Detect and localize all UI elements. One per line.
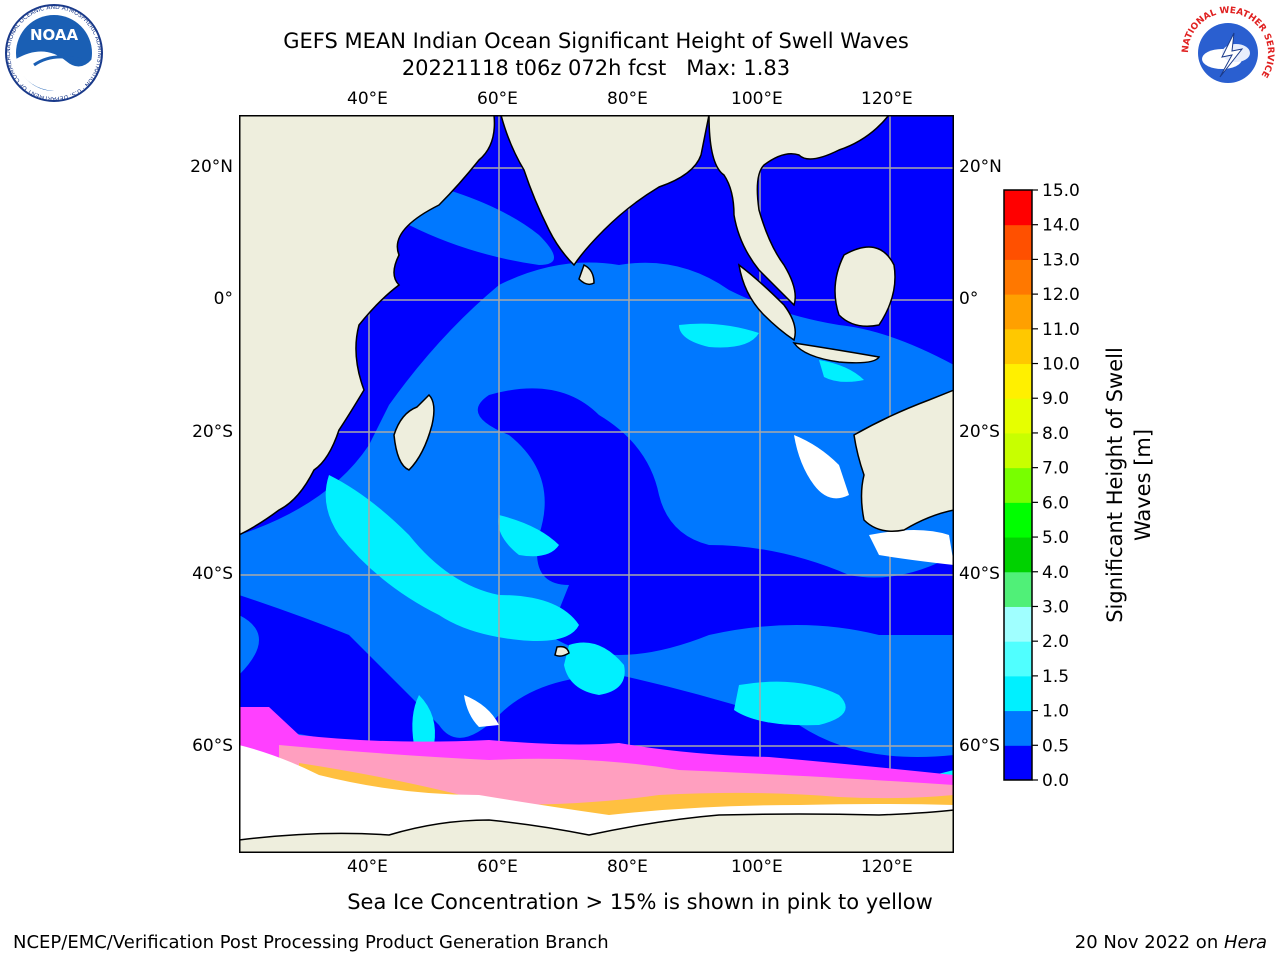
colorbar-tick-label: 11.0 <box>1042 320 1080 340</box>
colorbar-tick-label: 7.0 <box>1042 459 1069 479</box>
java-landmass <box>792 341 881 364</box>
colorbar-segment <box>1004 259 1032 295</box>
colorbar-tick-label: 14.0 <box>1042 216 1080 236</box>
lat-tick-label-left: 60°S <box>192 736 233 756</box>
lat-tick-label-left: 40°S <box>192 564 233 584</box>
sri-lanka-landmass <box>578 263 595 286</box>
lon-tick-label-top: 100°E <box>731 89 783 109</box>
africa-landmass <box>239 115 496 536</box>
australia-landmass <box>853 389 954 532</box>
colorbar-border <box>1003 189 1033 781</box>
colorbar-segment <box>1004 467 1032 503</box>
sumatra-landmass <box>737 263 796 342</box>
no-data-region <box>869 530 954 565</box>
lon-tick-label-bottom: 100°E <box>731 857 783 877</box>
lat-tick-label-left: 20°S <box>192 422 233 442</box>
lat-tick-label-right: 20°S <box>959 422 1000 442</box>
colorbar-segment <box>1004 710 1032 746</box>
lat-tick-label-left: 0° <box>213 289 233 309</box>
swell-field-1.0-1.5 <box>412 695 435 745</box>
colorbar-tick-label: 13.0 <box>1042 250 1080 270</box>
colorbar-tick-label: 8.0 <box>1042 424 1069 444</box>
colorbar-segment <box>1004 675 1032 712</box>
swell-field-1.0-1.5 <box>679 323 759 348</box>
colorbar-segment <box>1004 606 1032 642</box>
antarctica-landmass <box>239 809 954 853</box>
colorbar-tick-label: 0.0 <box>1042 771 1069 790</box>
lon-tick-label-bottom: 80°E <box>607 857 648 877</box>
map-subtitle: 20221118 t06z 072h fcst Max: 1.83 <box>401 56 791 80</box>
land-masses <box>239 115 954 853</box>
colorbar-segment <box>1004 224 1032 260</box>
noaa-logo: NOAA NATIONAL OCEANIC AND ATMOSPHERIC AD… <box>4 3 103 102</box>
kerguelen-island <box>554 645 570 657</box>
colorbar-segment <box>1004 328 1032 365</box>
map-canvas <box>239 115 954 853</box>
lon-tick-label-bottom: 40°E <box>347 857 388 877</box>
colorbar-tick-label: 6.0 <box>1042 493 1069 513</box>
colorbar-tick-label: 3.0 <box>1042 597 1069 617</box>
swell-field-0.5-1.0 <box>239 615 259 675</box>
sea-ice-note: Sea Ice Concentration > 15% is shown in … <box>347 890 933 914</box>
map-title: GEFS MEAN Indian Ocean Significant Heigh… <box>283 29 909 53</box>
colorbar-tick-label: 5.0 <box>1042 528 1069 548</box>
borneo-landmass <box>834 246 896 327</box>
colorbar-segment <box>1004 745 1032 781</box>
lat-tick-label-left: 20°N <box>190 157 233 177</box>
colorbar-segment <box>1004 571 1032 607</box>
madagascar-landmass <box>393 393 435 471</box>
colorbar-segment <box>1004 363 1032 399</box>
colorbar-tick-label: 15.0 <box>1042 181 1080 201</box>
colorbar: 0.0 0.5 1.0 1.5 2.0 3.0 4.0 5.0 6.0 7.0 8.0 9.0 10.0… <box>1003 181 1080 790</box>
india-landmass <box>500 115 710 267</box>
colorbar-tick-label: 0.5 <box>1042 736 1069 756</box>
colorbar-segment <box>1004 190 1032 226</box>
lon-tick-label-top: 40°E <box>347 89 388 109</box>
lat-tick-label-right: 40°S <box>959 564 1000 584</box>
swell-field-1.0-1.5 <box>734 681 846 726</box>
lon-tick-label-top: 80°E <box>607 89 648 109</box>
nws-logo: NATIONAL WEATHER SERVICE <box>1180 5 1276 101</box>
swell-field-1.0-1.5 <box>498 515 559 557</box>
colorbar-label-line2: Waves [m] <box>1131 429 1155 541</box>
lat-tick-label-right: 20°N <box>959 157 1002 177</box>
swell-field-1.0-1.5 <box>564 642 625 695</box>
colorbar-segment <box>1004 398 1032 434</box>
colorbar-tick-label: 12.0 <box>1042 285 1080 305</box>
machine-name: Hera <box>1223 932 1267 953</box>
no-data-region <box>794 435 849 499</box>
generation-date-text: 20 Nov 2022 on <box>1074 932 1224 953</box>
swell-field-0.5-1.0 <box>689 377 865 439</box>
colorbar-tick-label: 10.0 <box>1042 355 1080 375</box>
swell-field-1.0-1.5 <box>325 475 579 641</box>
colorbar-segment <box>1004 537 1032 573</box>
producer-credit: NCEP/EMC/Verification Post Processing Pr… <box>13 932 609 953</box>
colorbar-tick-label: 1.0 <box>1042 702 1069 722</box>
lon-tick-label-top: 120°E <box>861 89 913 109</box>
colorbar-tick-label: 9.0 <box>1042 389 1069 409</box>
no-data-region <box>464 695 499 727</box>
lat-tick-label-right: 0° <box>959 289 979 309</box>
swell-field-1.0-1.5 <box>819 360 864 382</box>
lon-tick-label-bottom: 60°E <box>477 857 518 877</box>
map-panel <box>239 115 954 853</box>
colorbar-label-line1: Significant Height of Swell <box>1103 347 1127 623</box>
colorbar-label: Significant Height of Swell Waves [m] <box>1100 185 1160 785</box>
map-border <box>239 115 954 853</box>
lat-tick-label-right: 60°S <box>959 736 1000 756</box>
colorbar-segment <box>1004 502 1032 538</box>
colorbar-tick-label: 4.0 <box>1042 563 1069 583</box>
generation-date: 20 Nov 2022 on Hera <box>1075 932 1267 953</box>
lon-tick-label-bottom: 120°E <box>861 857 913 877</box>
colorbar-tick-label: 1.5 <box>1042 667 1069 687</box>
lon-tick-label-top: 60°E <box>477 89 518 109</box>
colorbar-segment <box>1004 432 1032 469</box>
colorbar-segment <box>1004 294 1032 330</box>
colorbar-tick-label: 2.0 <box>1042 632 1069 652</box>
se-asia-landmass <box>708 115 890 307</box>
noaa-logo-text: NOAA <box>30 26 79 44</box>
colorbar-segment <box>1004 641 1032 677</box>
